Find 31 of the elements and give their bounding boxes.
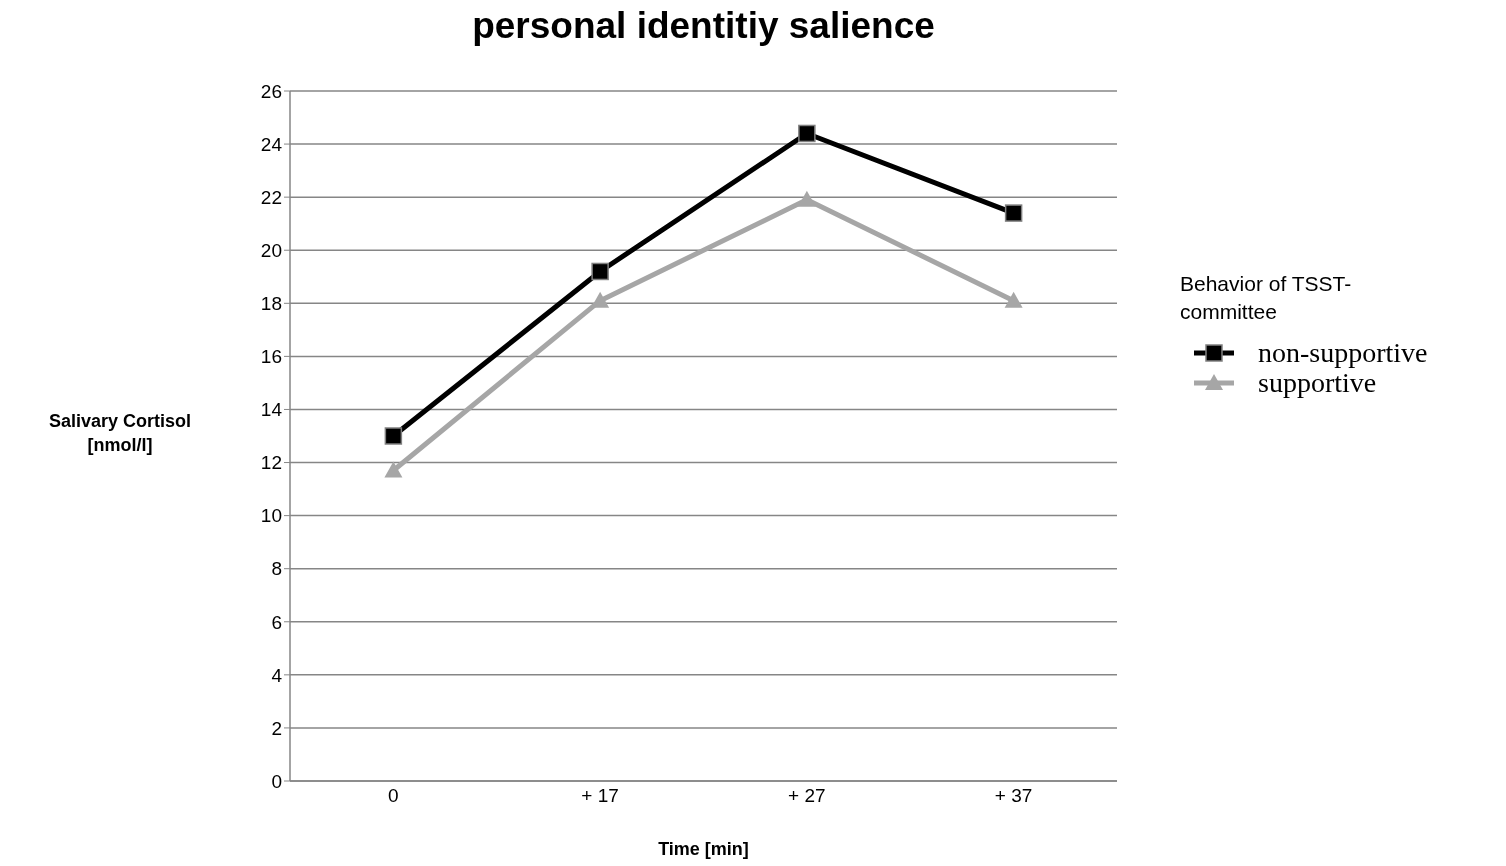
y-tick-label: 14 [260,399,283,421]
chart-title: personal identitiy salience [471,5,936,47]
y-tick-label: 20 [260,239,282,261]
legend-title: Behavior of TSST-committee [1180,271,1353,325]
y-tick-label: 10 [260,505,282,527]
point [1004,204,1023,222]
legend-label: supportive [1258,367,1377,399]
y-tick-label: 16 [260,346,282,368]
point [384,461,403,478]
point [591,262,609,281]
legend-label: non-supportive [1258,337,1428,369]
x-tick-label: 0 [388,785,399,807]
y-tick-label: 6 [271,611,282,633]
y-tick-label: 22 [260,186,282,208]
x-axis-title: Time [min] [657,839,750,860]
x-tick-label: + 27 [788,785,826,807]
y-tick-label: 4 [271,664,283,686]
y-axis-title: Salivary Cortisol [nmol/l] [47,410,193,457]
y-tick-label: 0 [271,770,282,792]
point [384,427,403,445]
y-tick-label: 12 [260,452,282,474]
y-tick-label: 2 [271,717,282,739]
y-tick-label: 8 [271,558,282,580]
point [1004,291,1023,308]
point [797,190,816,207]
x-tick-label: + 37 [994,785,1033,807]
point [798,124,816,143]
y-tick-label: 24 [260,133,283,155]
y-tick-label: 18 [260,293,282,315]
x-tick-label: + 17 [581,785,619,807]
y-tick-label: 26 [260,80,282,102]
